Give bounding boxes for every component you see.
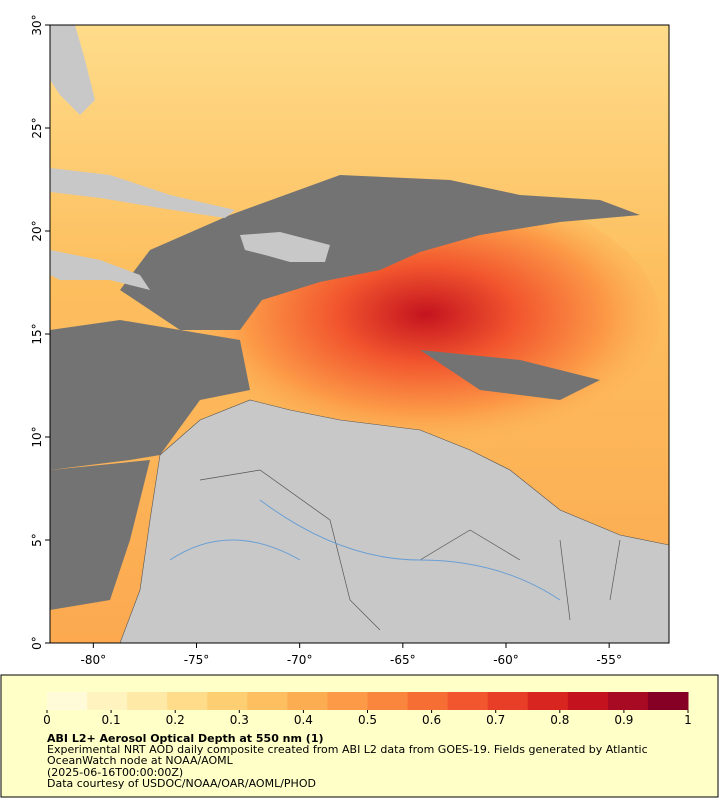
lon-tick-label: -75° [184, 653, 210, 667]
colorbar-swatch [287, 692, 328, 710]
colorbar-swatch [367, 692, 409, 710]
land [50, 250, 150, 290]
colorbar-tick-label: 0.6 [422, 713, 441, 727]
colorbar-swatch [327, 692, 368, 710]
colorbar-tick-label: 0.2 [166, 713, 185, 727]
lat-tick-label: 10° [30, 426, 44, 447]
lat-tick-label: 15° [30, 323, 44, 344]
colorbar-tick-label: 0.1 [102, 713, 121, 727]
caption-line: Data courtesy of USDOC/NOAA/OAR/AOML/PHO… [47, 777, 316, 790]
land [50, 25, 95, 115]
colorbar-swatch [247, 692, 288, 710]
no-data-region [420, 350, 600, 400]
lat-tick-label: 0° [30, 636, 44, 650]
lon-tick-label: -70° [287, 653, 313, 667]
colorbar-swatch [447, 692, 489, 710]
colorbar-tick-label: 0.3 [230, 713, 249, 727]
borders [199, 469, 621, 631]
no-data-region [50, 320, 250, 470]
land [240, 232, 330, 262]
colorbar-tick-label: 0 [43, 713, 51, 727]
colorbar-swatch [567, 692, 609, 710]
colorbar-swatch [527, 692, 569, 710]
caption-title: ABI L2+ Aerosol Optical Depth at 550 nm … [47, 732, 324, 745]
colorbar-swatch [47, 692, 88, 710]
caption-line: Experimental NRT AOD daily composite cre… [47, 743, 648, 756]
land [50, 168, 235, 218]
colorbar-swatch [207, 692, 248, 710]
colorbar-tick-label: 0.4 [294, 713, 313, 727]
caption-line: (2025-06-16T00:00:00Z) [47, 766, 183, 779]
colorbar-tick-label: 0.9 [614, 713, 633, 727]
colorbar-tick-label: 0.8 [550, 713, 569, 727]
land [119, 399, 669, 643]
colorbar-tick-label: 0.7 [486, 713, 505, 727]
lon-tick-label: -80° [81, 653, 107, 667]
colorbar-swatch [407, 692, 449, 710]
colorbar-swatch [607, 692, 649, 710]
no-data-region [120, 175, 640, 330]
lon-tick-label: -55° [596, 653, 622, 667]
map-area [50, 25, 669, 643]
colorbar-tick-label: 1 [684, 713, 692, 727]
colorbar-swatch [87, 692, 128, 710]
caption-line: OceanWatch node at NOAA/AOML [47, 754, 234, 767]
lat-tick-label: 20° [30, 220, 44, 241]
colorbar-swatch [167, 692, 208, 710]
colorbar-tick-label: 0.5 [358, 713, 377, 727]
lat-tick-label: 30° [30, 14, 44, 35]
no-data-region [50, 460, 150, 610]
lat-tick-label: 25° [30, 117, 44, 138]
colorbar-swatch [647, 692, 689, 710]
colorbar-swatch [487, 692, 529, 710]
colorbar-swatch [127, 692, 168, 710]
lon-tick-label: -60° [493, 653, 519, 667]
lon-tick-label: -65° [390, 653, 416, 667]
lat-tick-label: 5° [30, 533, 44, 547]
rivers [169, 499, 561, 601]
